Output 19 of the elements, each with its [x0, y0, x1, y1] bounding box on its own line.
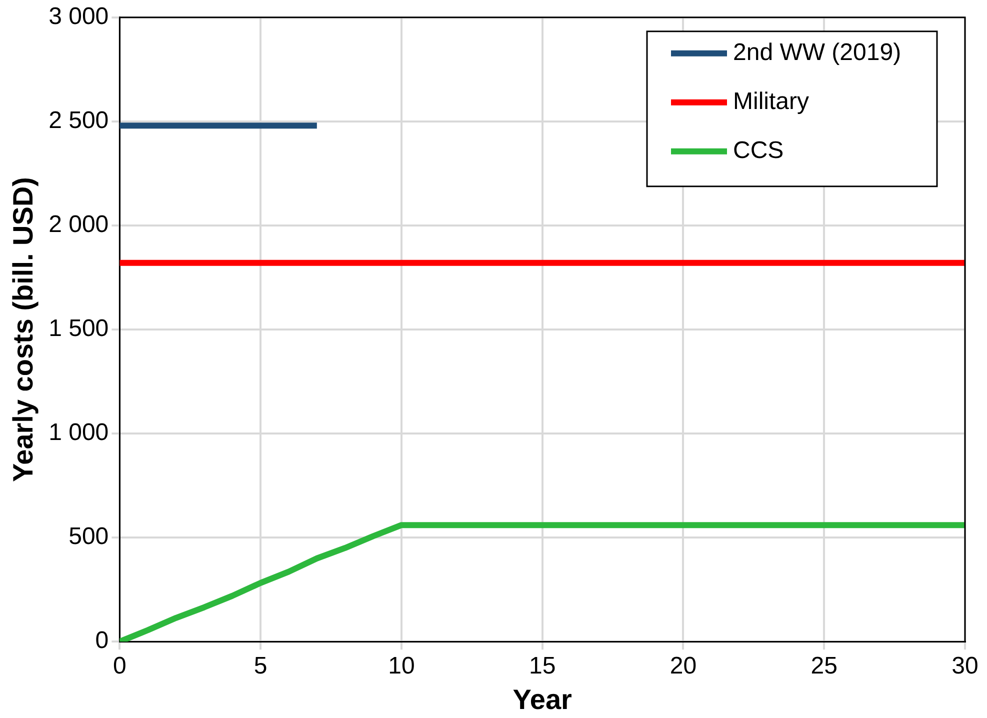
x-tick-label: 25 [810, 652, 838, 680]
legend-label: CCS [733, 137, 784, 164]
x-tick-label: 30 [952, 652, 978, 680]
y-tick-label: 1 000 [48, 419, 109, 446]
x-tick-label: 0 [112, 652, 126, 680]
legend-label: 2nd WW (2019) [733, 39, 902, 66]
y-tick-label: 0 [95, 627, 109, 654]
y-tick-label: 2 500 [48, 107, 109, 134]
y-tick-label: 3 000 [48, 3, 109, 30]
y-tick-label: 1 500 [48, 315, 109, 342]
x-axis-title: Year [512, 684, 572, 715]
x-tick-label: 10 [388, 652, 415, 680]
x-tick-label: 5 [254, 652, 268, 680]
y-axis-title: Yearly costs (bill. USD) [8, 177, 39, 482]
x-tick-label: 20 [670, 652, 697, 680]
x-tick-label: 15 [528, 652, 556, 680]
y-tick-label: 500 [68, 523, 109, 550]
y-tick-label: 2 000 [48, 211, 109, 238]
legend-label: Military [733, 88, 809, 116]
